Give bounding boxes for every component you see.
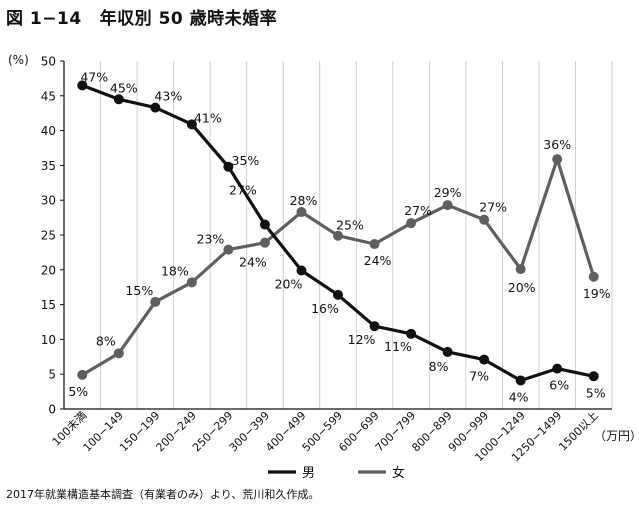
y-tick-label: 0 [48, 403, 56, 417]
male-point [515, 375, 526, 386]
x-axis-unit: （万円） [594, 429, 639, 443]
male-data-label: 41% [194, 110, 222, 125]
female-point [113, 348, 124, 359]
female-point [552, 154, 563, 165]
y-tick-label: 20 [41, 263, 56, 277]
y-tick-label: 30 [41, 194, 56, 208]
female-data-label: 27% [404, 203, 432, 218]
female-point [369, 239, 380, 250]
male-data-label: 5% [586, 385, 606, 400]
y-axis-unit: (%) [8, 53, 29, 67]
female-point [296, 207, 307, 218]
female-point [479, 214, 490, 225]
figure-number: 図 1−14 [6, 9, 82, 29]
y-tick-label: 50 [41, 55, 56, 69]
extra-data-label: 27% [229, 183, 257, 198]
female-data-label: 23% [197, 232, 225, 247]
male-point [333, 289, 343, 300]
female-point [259, 237, 270, 248]
legend: 男女 [268, 465, 405, 481]
y-tick-label: 35 [41, 159, 56, 173]
y-tick-label: 25 [41, 229, 56, 243]
male-data-label: 4% [509, 389, 529, 404]
male-point [77, 80, 88, 91]
y-tick-label: 40 [41, 124, 56, 138]
male-data-label: 11% [384, 339, 412, 354]
female-data-label: 24% [364, 253, 392, 268]
axes [60, 60, 612, 410]
male-point [223, 161, 234, 172]
female-point [406, 218, 417, 229]
male-point [150, 102, 161, 113]
male-data-label: 45% [110, 80, 138, 95]
female-point [442, 200, 453, 211]
female-point [150, 296, 161, 307]
male-point [552, 363, 563, 374]
male-data-label: 8% [429, 359, 449, 374]
female-data-label: 20% [508, 280, 536, 295]
male-point [259, 219, 270, 230]
source-note: 2017年就業構造基本調査（有業者のみ）より、荒川和久作成。 [6, 488, 320, 501]
female-data-label: 18% [161, 263, 189, 278]
female-point [223, 244, 234, 255]
female-point [77, 369, 88, 380]
series-markers [77, 80, 599, 386]
y-tick-label: 15 [41, 298, 56, 312]
female-data-label: 5% [68, 384, 88, 399]
legend-label: 女 [392, 465, 405, 481]
male-data-label: 6% [549, 378, 569, 393]
male-point [186, 119, 197, 130]
male-point [296, 265, 307, 276]
male-point [479, 354, 490, 365]
female-point [186, 277, 197, 288]
male-data-label: 7% [469, 369, 489, 384]
female-point [515, 264, 526, 275]
female-data-label: 29% [434, 185, 462, 200]
y-tick-label: 45 [41, 89, 56, 103]
female-data-label: 36% [543, 137, 571, 152]
female-data-label: 28% [290, 193, 318, 208]
male-data-label: 35% [232, 153, 260, 168]
male-data-label: 47% [80, 69, 108, 84]
figure-title: 図 1−14 年収別 50 歳時未婚率 [6, 4, 277, 29]
male-data-label: 43% [154, 89, 182, 104]
female-data-label: 15% [125, 283, 153, 298]
y-tick-label: 5 [48, 368, 56, 382]
female-point [588, 271, 599, 282]
female-data-label: 24% [239, 255, 267, 270]
male-data-label: 12% [348, 332, 376, 347]
figure-title-text: 年収別 50 歳時未婚率 [99, 9, 278, 29]
female-data-label: 25% [336, 218, 364, 233]
x-tick-labels: 100未満100−149150−199200−249250−299300−399… [50, 409, 601, 464]
male-point [113, 94, 124, 105]
legend-label: 男 [302, 466, 315, 481]
male-point [442, 346, 453, 357]
y-tick-label: 10 [41, 333, 56, 347]
data-labels: 47%45% 43% 41% 35% 20% 16% 12% 11% 8% 7% 4% 6% 5% 5% 8… [68, 69, 610, 404]
male-point [406, 328, 417, 339]
female-data-label: 8% [96, 333, 116, 348]
female-point [333, 230, 343, 241]
male-point [369, 321, 380, 332]
female-data-label: 19% [583, 286, 611, 301]
y-tick-labels: 0 5 10 15 20 25 30 35 40 45 50 [41, 55, 56, 417]
female-data-label: 27% [479, 200, 507, 215]
male-point [588, 371, 599, 382]
male-data-label: 20% [275, 276, 303, 291]
male-data-label: 16% [311, 301, 339, 316]
